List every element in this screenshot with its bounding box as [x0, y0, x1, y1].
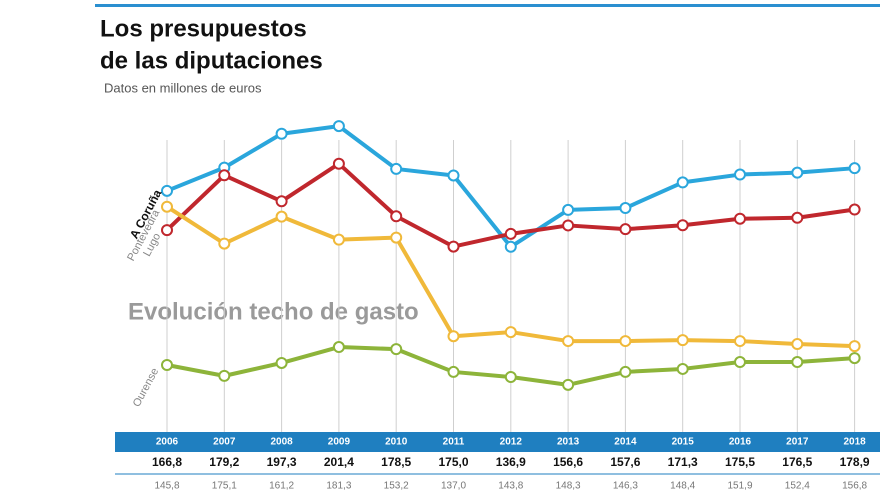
x-tick-label: 2009 [328, 437, 351, 448]
table-value: 148,4 [670, 481, 695, 492]
table-value: 197,3 [267, 455, 297, 469]
point [734, 212, 746, 225]
point [848, 352, 861, 365]
point [275, 210, 288, 223]
point [218, 237, 231, 250]
x-tick-label: 2015 [672, 437, 695, 448]
table-value: 201,4 [324, 455, 354, 469]
point [390, 210, 403, 223]
point [218, 169, 231, 182]
x-tick-label: 2018 [843, 437, 866, 448]
point [275, 195, 288, 208]
table-header [115, 432, 880, 452]
x-tick-label: 2007 [213, 437, 236, 448]
legend-label: Ourense [131, 366, 161, 409]
point [447, 169, 460, 182]
point [332, 341, 345, 354]
x-tick-label: 2012 [500, 437, 523, 448]
point [791, 211, 804, 224]
table-value: 175,1 [212, 481, 237, 492]
point [848, 340, 861, 353]
table-value: 151,9 [727, 481, 752, 492]
point [447, 330, 460, 343]
table-value: 175,0 [438, 455, 468, 469]
point [504, 326, 517, 339]
point [734, 356, 746, 369]
point [447, 240, 460, 253]
point [734, 335, 746, 348]
x-tick-label: 2008 [270, 437, 293, 448]
point [504, 240, 517, 253]
point [275, 356, 288, 369]
table-value: 146,3 [613, 481, 638, 492]
table-value: 166,8 [152, 455, 182, 469]
point [562, 219, 575, 232]
table-value: 178,5 [381, 455, 411, 469]
point [791, 338, 804, 351]
point [676, 176, 689, 189]
point [619, 335, 632, 348]
point [676, 334, 689, 347]
chart-title: Los presupuestos [100, 15, 307, 42]
table-value: 179,2 [209, 455, 239, 469]
table-value: 143,8 [498, 481, 523, 492]
x-tick-label: 2017 [786, 437, 809, 448]
table-value: 153,2 [384, 481, 409, 492]
point [676, 362, 689, 375]
point [504, 370, 517, 383]
point [161, 200, 173, 213]
point [562, 378, 575, 391]
x-tick-label: 2016 [729, 437, 752, 448]
table-value: 171,3 [668, 455, 698, 469]
chart-subtitle: Datos en millones de euros [104, 80, 262, 95]
table-value: 136,9 [496, 455, 526, 469]
point [275, 127, 288, 140]
point [619, 202, 632, 215]
table-value: 176,5 [782, 455, 812, 469]
point [791, 166, 804, 179]
table-value: 161,2 [269, 481, 294, 492]
point [848, 162, 861, 175]
table-value: 145,8 [154, 481, 179, 492]
table-value: 157,6 [610, 455, 640, 469]
table-value: 178,9 [840, 455, 870, 469]
point [390, 162, 403, 175]
point [848, 203, 861, 216]
chart-title: de las diputaciones [100, 47, 323, 74]
point [447, 365, 460, 378]
x-tick-label: 2010 [385, 437, 408, 448]
point [161, 224, 173, 237]
point [619, 223, 632, 236]
x-tick-label: 2013 [557, 437, 580, 448]
point [161, 359, 173, 372]
table-value: 181,3 [326, 481, 351, 492]
table-value: 175,5 [725, 455, 755, 469]
table-value: 156,6 [553, 455, 583, 469]
point [332, 233, 345, 246]
x-tick-label: 2011 [443, 437, 465, 448]
point [734, 168, 746, 181]
point [218, 369, 231, 382]
point [562, 335, 575, 348]
point [332, 120, 345, 133]
x-tick-label: 2014 [614, 437, 637, 448]
point [504, 227, 517, 240]
table-value: 148,3 [556, 481, 581, 492]
point [791, 356, 804, 369]
table-value: 152,4 [785, 481, 810, 492]
x-tick-label: 2006 [156, 437, 179, 448]
point [562, 203, 575, 216]
table-value: 156,8 [842, 481, 867, 492]
point [619, 365, 632, 378]
point [332, 157, 345, 170]
point [390, 343, 403, 356]
point [676, 219, 689, 232]
annotation: Evolución techo de gasto [128, 298, 419, 325]
point [390, 231, 403, 244]
point [161, 184, 173, 197]
top-rule [95, 4, 880, 7]
table-value: 137,0 [441, 481, 466, 492]
